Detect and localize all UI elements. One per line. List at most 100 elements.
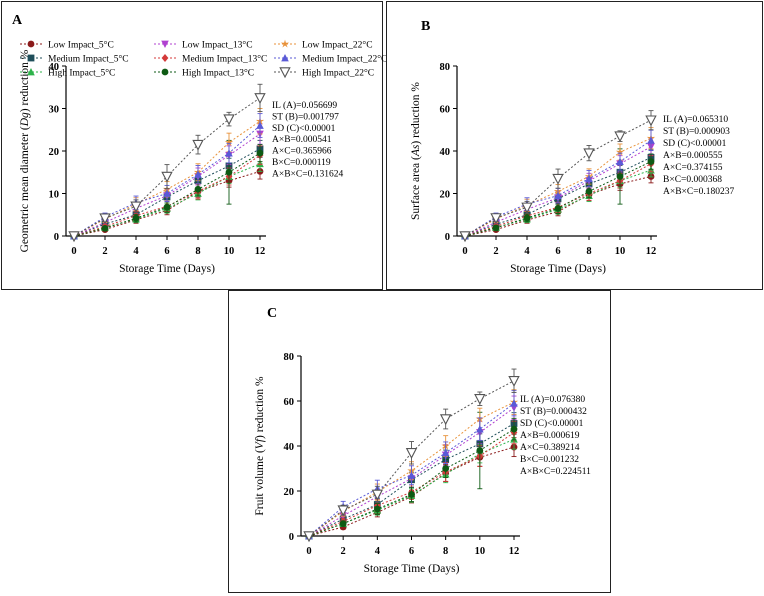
legend-label: High Impact_5°C (48, 68, 115, 79)
data-point-a (132, 214, 140, 222)
legend-label: Medium Impact_22°C (302, 54, 387, 65)
data-point-c (337, 505, 349, 517)
y-axis-title-c: Fruit volume (Vf) reduction % (254, 376, 266, 516)
legend-marker (280, 39, 290, 48)
stat-line-b: A×C=0.374155 (663, 163, 723, 173)
stat-line-b: B×C=0.000368 (663, 175, 722, 185)
data-point-c (476, 447, 484, 454)
x-tick-label-a: 2 (102, 246, 107, 257)
stat-line-a: ST (B)=0.001797 (272, 111, 339, 122)
data-point-a (254, 93, 266, 105)
y-tick-label-a: 0 (54, 232, 59, 243)
stat-line-b: A×B=0.000555 (663, 151, 723, 161)
data-point-a (194, 170, 202, 178)
stat-line-c: ST (B)=0.000432 (520, 406, 587, 417)
stat-line-c: SD (C)<0.00001 (520, 418, 584, 429)
x-tick-label-a: 10 (224, 246, 235, 257)
stat-line-a: SD (C)<0.00001 (272, 123, 336, 134)
legend-item-medium-impact-13-c: Medium Impact_13°C (154, 54, 267, 65)
x-tick-label-c: 8 (443, 546, 448, 557)
stat-line-a: A×B×C=0.131624 (272, 169, 343, 179)
y-tick-label-a: 20 (49, 147, 60, 158)
data-point-c (476, 425, 484, 433)
data-point-c (441, 448, 450, 457)
data-point-b (490, 213, 502, 225)
y-axis-title-suffix-b: ) reduction % (410, 82, 422, 145)
panel-label-b: B (421, 19, 430, 34)
legend-marker (279, 67, 291, 79)
legend-marker (161, 54, 169, 62)
y-axis-title-prefix-b: Surface area ( (410, 156, 422, 220)
legend-label: Medium Impact_13°C (182, 54, 267, 65)
data-point-a (99, 213, 111, 225)
data-point-c (407, 471, 416, 479)
legend-item-high-impact-13-c: High Impact_13°C (154, 68, 254, 79)
data-point-a (161, 171, 173, 183)
stat-line-b: SD (C)<0.00001 (663, 138, 727, 149)
x-tick-label-b: 0 (462, 246, 467, 257)
series-a-high-impact-22-c (68, 83, 266, 243)
y-axis-title-suffix-c: ) reduction % (254, 376, 266, 439)
chart-panel-c: C 0 2 4 6 8 10 12 0 20 40 60 80 Storage Time (Days) Fr… (228, 290, 611, 593)
legend-item-high-impact-22-c: High Impact_22°C (274, 67, 374, 79)
stat-line-c: A×C=0.389214 (520, 443, 580, 453)
data-point-b (583, 148, 595, 160)
data-point-b (492, 224, 500, 232)
data-point-b (585, 187, 593, 195)
legend-item-low-impact-5-c: Low Impact_5°C (20, 40, 114, 51)
data-point-b (614, 131, 626, 143)
chart-panel-a: A 0 2 4 6 8 10 12 0 10 20 30 40 Storage Time (Days) Ge… (1, 1, 387, 290)
data-point-b (459, 231, 471, 243)
stat-line-c: A×B=0.000619 (520, 431, 580, 441)
y-tick-label-c: 80 (284, 352, 295, 363)
chart-c-svg: C 0 2 4 6 8 10 12 0 20 40 60 80 Storage Time (Days) Fr… (254, 306, 591, 575)
data-point-c (303, 531, 315, 543)
y-tick-label-a: 10 (49, 190, 60, 201)
x-axis-title-c: Storage Time (Days) (364, 563, 460, 575)
legend-label: Low Impact_22°C (302, 40, 373, 51)
y-tick-label-a: 30 (49, 105, 60, 116)
data-point-a (225, 168, 233, 176)
data-point-b (616, 157, 624, 166)
data-point-a (223, 114, 235, 126)
data-point-b (521, 202, 533, 214)
legend-marker (27, 40, 35, 48)
x-tick-label-c: 2 (341, 546, 346, 557)
data-point-b (552, 173, 564, 185)
stat-line-b: A×B×C=0.180237 (663, 187, 734, 197)
legend-marker (27, 54, 35, 62)
x-tick-label-c: 10 (475, 546, 486, 557)
data-point-b (554, 191, 562, 200)
series-c-high-impact-22-c (303, 368, 520, 543)
series-c-low-impact-22-c (304, 389, 519, 540)
data-point-c (442, 465, 450, 472)
y-axis-title-var-b: As (410, 144, 422, 157)
x-tick-label-b: 10 (615, 246, 626, 257)
x-tick-label-c: 0 (306, 546, 311, 557)
data-point-c (439, 414, 452, 426)
data-point-a (194, 185, 202, 193)
series-b-high-impact-22-c (459, 110, 657, 243)
chart-b-svg: B 0 2 4 6 8 10 12 0 20 40 60 80 Storage Time (Days) Su… (410, 19, 734, 275)
data-point-b (585, 174, 593, 183)
legend-label: High Impact_13°C (182, 68, 254, 79)
x-axis-title-a: Storage Time (Days) (119, 263, 215, 275)
legend-item-low-impact-13-c: Low Impact_13°C (154, 40, 253, 51)
y-tick-label-c: 40 (284, 442, 295, 453)
x-tick-label-b: 6 (555, 246, 560, 257)
legend-item-low-impact-22-c: Low Impact_22°C (274, 40, 373, 51)
data-point-c (474, 394, 486, 405)
data-point-a (163, 189, 171, 197)
y-axis-title-prefix-a: Geometric mean diameter ( (19, 126, 31, 252)
data-point-b (616, 173, 624, 180)
legend-marker (161, 68, 169, 76)
data-point-b (647, 158, 655, 166)
x-tick-label-a: 6 (164, 246, 169, 257)
panel-label-c: C (267, 306, 277, 321)
data-point-a (130, 201, 142, 213)
legend-marker (27, 68, 35, 76)
y-tick-label-a: 40 (49, 62, 60, 73)
data-point-c (510, 399, 518, 407)
y-tick-label-b: 20 (440, 190, 451, 201)
panel-label-a: A (12, 13, 23, 28)
